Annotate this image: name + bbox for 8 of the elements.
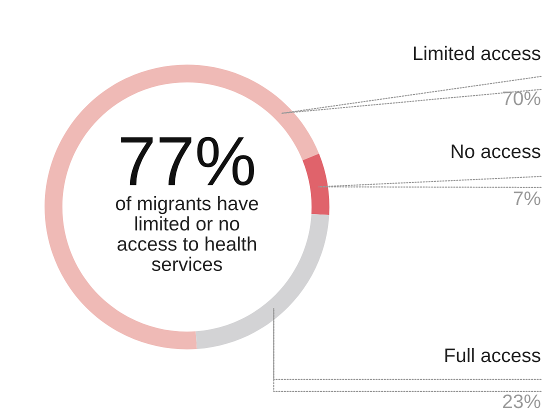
slice-label: Full access <box>445 348 540 362</box>
data-label: 7% <box>514 192 540 206</box>
data-label: 23% <box>503 394 540 408</box>
text: 77% <box>121 136 254 186</box>
data-label: 70% <box>503 91 540 106</box>
slice-label: No access <box>452 144 540 158</box>
text: of migrants have limited or no access to health services <box>116 196 258 272</box>
slice-label: Limited access <box>414 46 540 60</box>
